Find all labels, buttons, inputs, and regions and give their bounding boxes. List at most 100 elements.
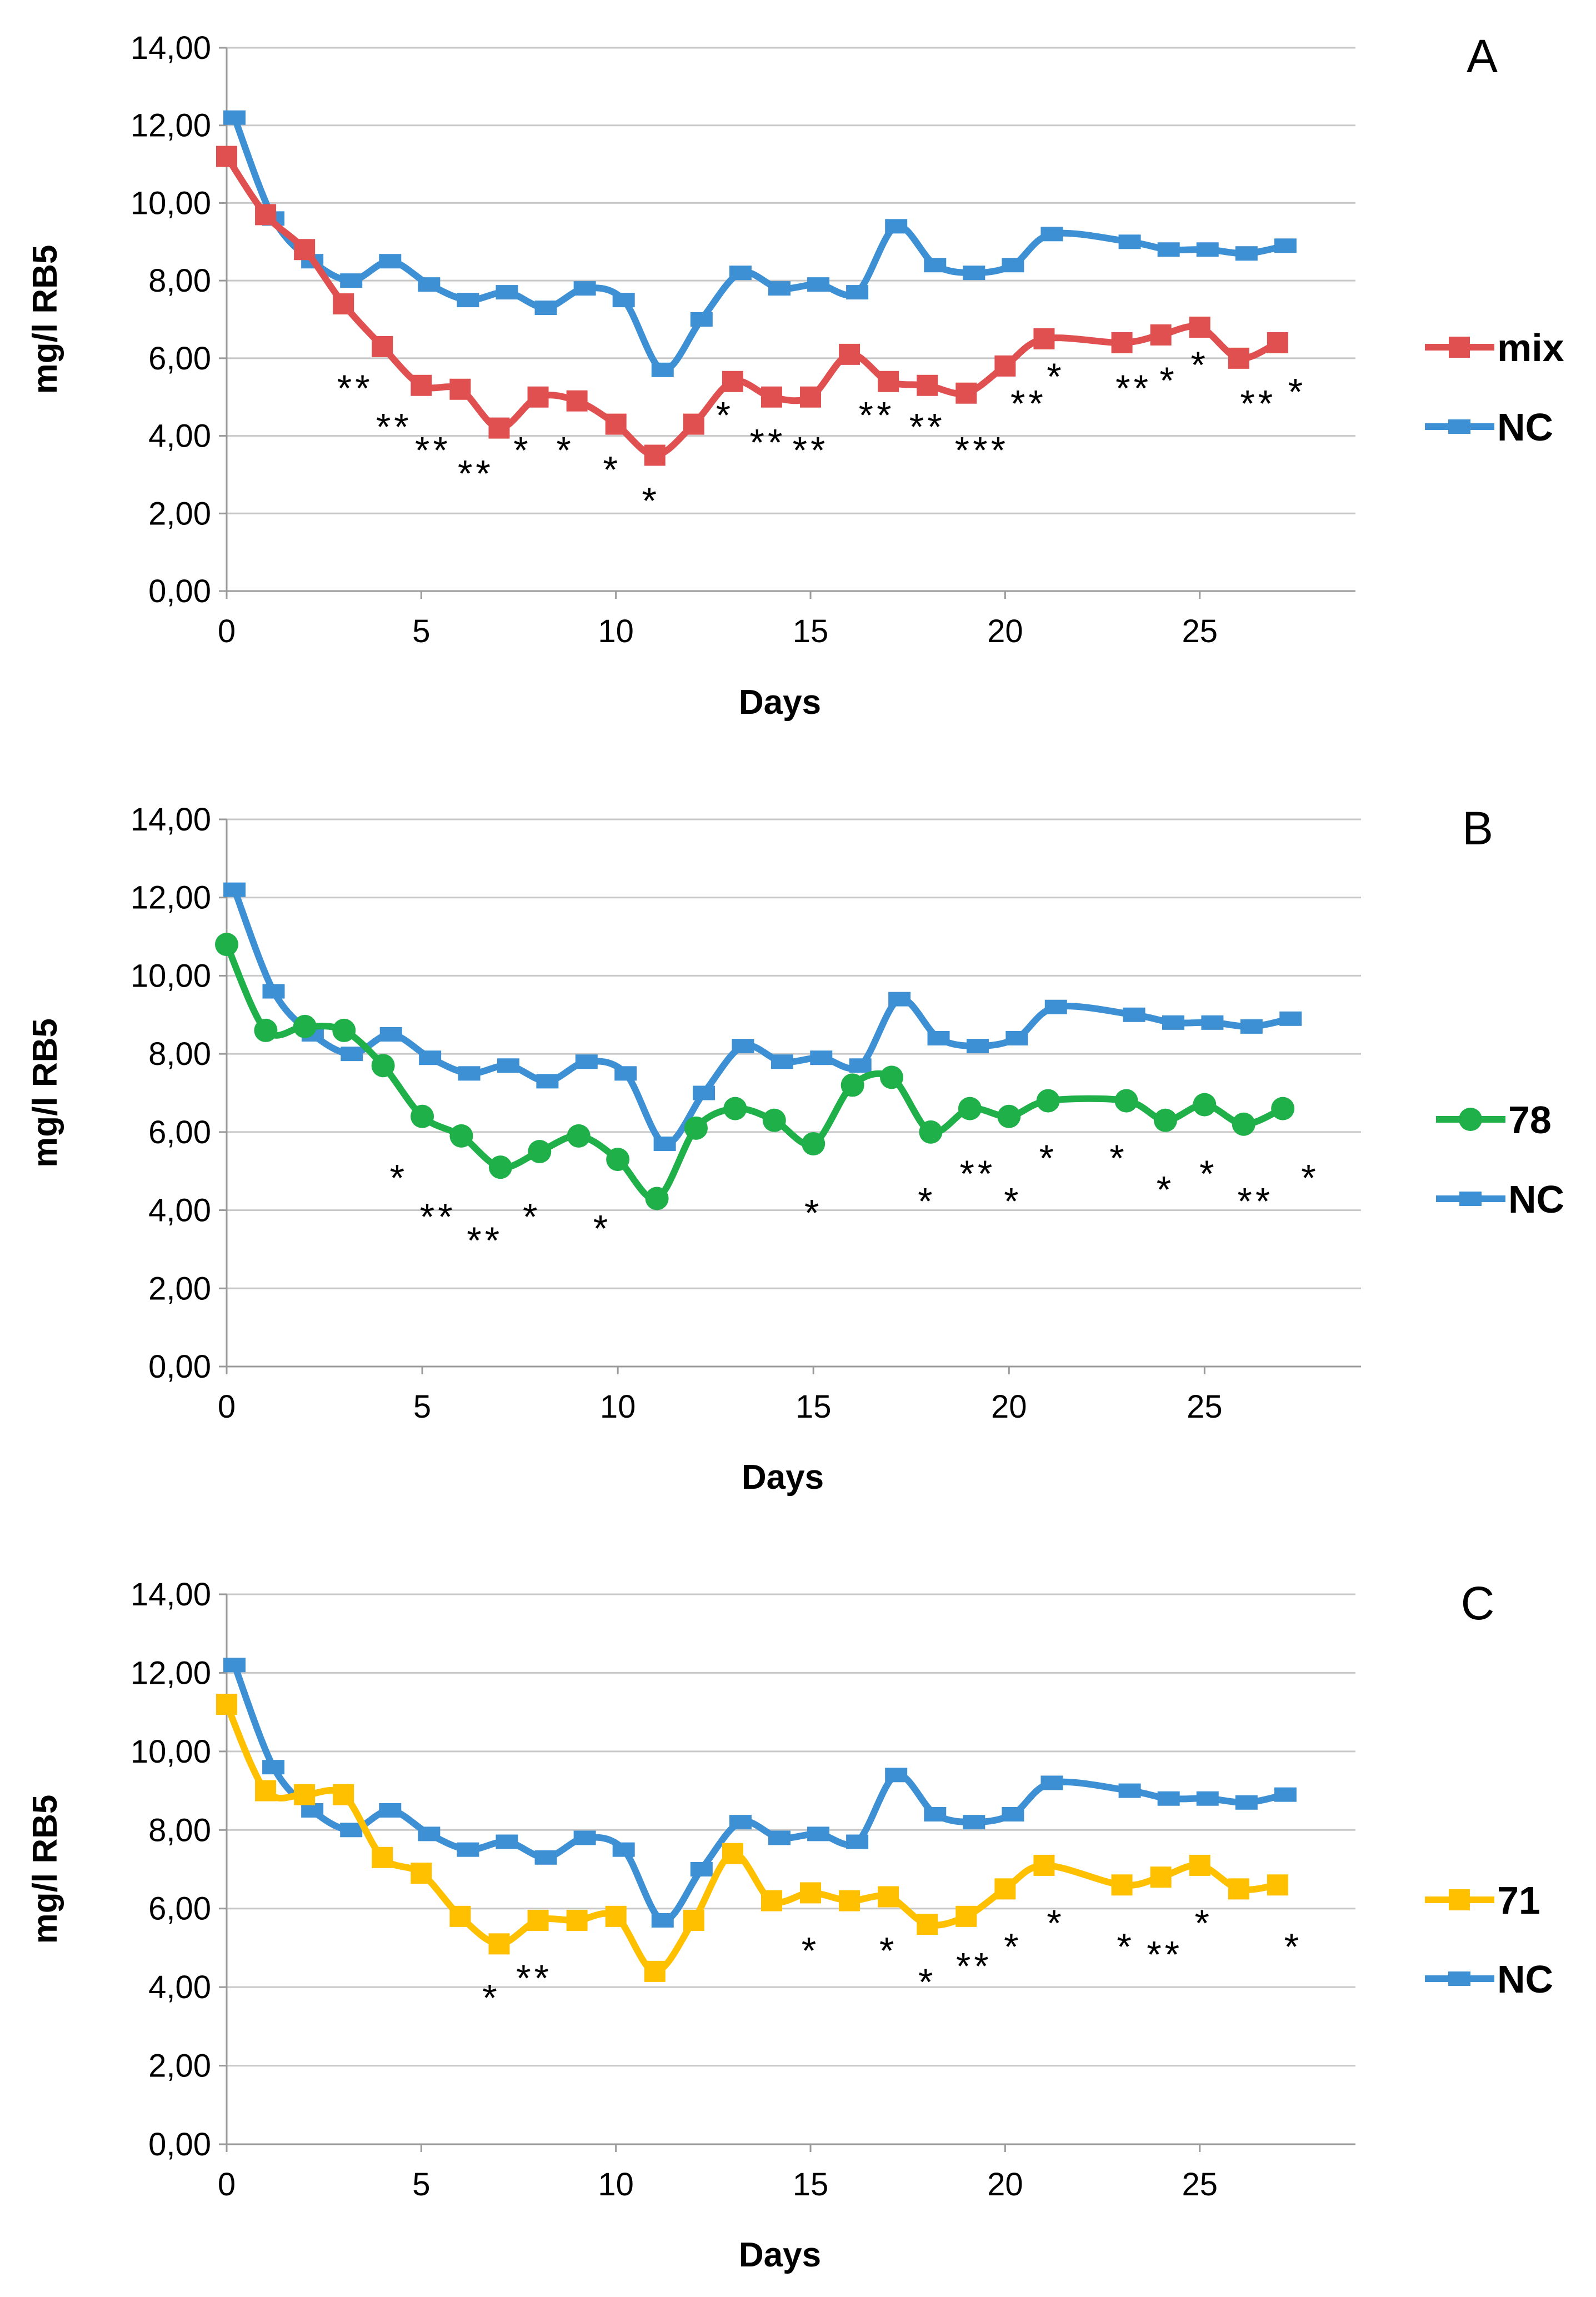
significance-marker: * xyxy=(918,1180,935,1222)
series-71-marker xyxy=(566,1909,588,1931)
series-nc-marker xyxy=(536,1074,559,1089)
series-mix-marker xyxy=(1111,332,1133,353)
x-tick-label: 15 xyxy=(793,2166,829,2203)
significance-marker: ** xyxy=(1115,367,1152,409)
series-nc-marker xyxy=(729,266,752,281)
significance-marker: * xyxy=(1039,1137,1057,1179)
series-78-marker xyxy=(723,1097,747,1120)
significance-marker: * xyxy=(716,394,734,437)
y-tick-label: 2,00 xyxy=(148,1270,211,1307)
y-tick-label: 0,00 xyxy=(148,2126,211,2163)
series-nc-marker xyxy=(457,293,479,308)
series-nc-marker xyxy=(1118,234,1141,249)
series-nc-marker xyxy=(653,1136,676,1151)
series-78-marker xyxy=(958,1097,982,1120)
x-tick-label: 10 xyxy=(600,1389,636,1425)
significance-marker: * xyxy=(1117,1925,1134,1968)
series-71-marker xyxy=(1228,1878,1249,1900)
legend-nc-marker xyxy=(1459,1192,1482,1206)
significance-marker: ** xyxy=(376,406,412,448)
series-nc-marker xyxy=(693,1085,716,1100)
series-nc-marker xyxy=(262,984,285,999)
series-78-marker xyxy=(528,1140,552,1164)
series-nc-marker xyxy=(341,1047,363,1062)
series-71-marker xyxy=(722,1843,743,1864)
series-71-marker xyxy=(644,1960,666,1982)
series-nc-marker xyxy=(690,1862,713,1876)
series-mix-marker xyxy=(1228,347,1249,369)
series-78-marker xyxy=(371,1054,395,1078)
significance-marker: ** xyxy=(467,1219,503,1262)
legend-mix-marker xyxy=(1449,337,1470,358)
significance-marker: * xyxy=(556,429,574,472)
series-nc-marker xyxy=(846,1834,869,1849)
series-nc-marker xyxy=(379,1803,402,1818)
series-78-marker xyxy=(840,1073,864,1097)
y-tick-label: 0,00 xyxy=(148,1349,211,1385)
series-78-marker xyxy=(488,1155,512,1179)
series-nc-marker xyxy=(849,1058,872,1073)
x-axis-title: Days xyxy=(739,2236,821,2274)
significance-marker: ** xyxy=(859,394,895,437)
series-71-marker xyxy=(372,1846,393,1868)
significance-marker: * xyxy=(1004,1925,1022,1968)
x-tick-label: 5 xyxy=(413,1389,431,1425)
series-nc-marker xyxy=(651,362,674,377)
series-mix-marker xyxy=(216,146,237,167)
y-tick-label: 6,00 xyxy=(148,341,211,377)
significance-marker: ** xyxy=(1147,1934,1183,1976)
significance-marker: ** xyxy=(749,422,786,464)
series-nc-marker xyxy=(612,1842,635,1857)
series-nc-marker xyxy=(612,293,635,308)
series-nc-marker xyxy=(1002,258,1024,273)
y-tick-label: 8,00 xyxy=(148,1812,211,1848)
series-78-marker xyxy=(567,1124,591,1148)
y-tick-label: 4,00 xyxy=(148,1193,211,1229)
y-axis-title: mg/l RB5 xyxy=(26,245,64,394)
series-nc-marker xyxy=(223,110,246,125)
series-mix-marker xyxy=(917,374,938,396)
y-tick-label: 8,00 xyxy=(148,1036,211,1072)
significance-marker: * xyxy=(642,479,660,522)
significance-marker: * xyxy=(1159,359,1177,402)
series-71-marker xyxy=(1267,1874,1288,1896)
series-nc-marker xyxy=(810,1050,833,1065)
series-71-marker xyxy=(488,1933,510,1955)
series-78-marker xyxy=(1153,1108,1177,1132)
series-mix-marker xyxy=(527,386,549,408)
series-mix-marker xyxy=(1267,332,1288,353)
series-71-marker xyxy=(333,1784,354,1805)
significance-marker: ** xyxy=(793,429,829,472)
significance-marker: * xyxy=(1109,1137,1127,1179)
y-tick-label: 12,00 xyxy=(131,108,211,144)
series-nc-marker xyxy=(1157,1791,1180,1806)
x-tick-label: 5 xyxy=(412,613,430,649)
y-tick-label: 14,00 xyxy=(131,30,211,66)
significance-marker: *** xyxy=(955,429,1009,472)
significance-marker: * xyxy=(802,1929,819,1971)
series-71-marker xyxy=(1033,1854,1055,1876)
series-78-marker xyxy=(215,933,238,957)
series-nc-marker xyxy=(1118,1783,1141,1798)
series-78-marker xyxy=(802,1132,825,1155)
x-tick-label: 0 xyxy=(218,613,236,649)
series-nc-marker xyxy=(888,992,911,1007)
series-71-marker xyxy=(839,1890,860,1911)
y-tick-label: 4,00 xyxy=(148,418,211,454)
y-tick-label: 14,00 xyxy=(131,802,211,838)
y-tick-label: 6,00 xyxy=(148,1114,211,1150)
series-nc-marker xyxy=(768,1830,791,1845)
significance-marker: * xyxy=(918,1961,936,2003)
legend-78-marker xyxy=(1459,1108,1482,1131)
series-71-marker xyxy=(527,1909,549,1931)
series-nc-marker xyxy=(496,1834,518,1849)
series-71-marker xyxy=(1189,1854,1210,1876)
series-78-marker xyxy=(997,1104,1021,1128)
legend-mix-label: mix xyxy=(1497,326,1564,369)
chart-panel-c: 0,00 2,00 4,00 6,00 8,00 10,00 12,00 14,00 0 5 10 1… xyxy=(26,1577,1553,2274)
series-nc-marker xyxy=(496,285,518,300)
y-tick-label: 4,00 xyxy=(148,1969,211,2005)
series-nc-marker xyxy=(807,1826,830,1841)
series-71-marker xyxy=(994,1878,1016,1900)
